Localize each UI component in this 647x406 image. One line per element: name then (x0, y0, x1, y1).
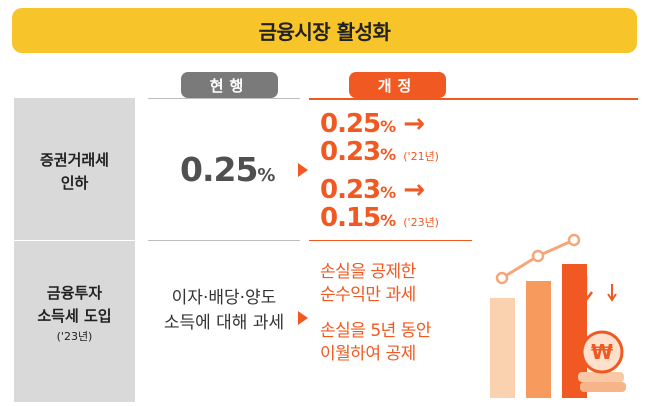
coin-icon (580, 330, 624, 374)
revised-rule-line2: 순수익만 과세 (320, 285, 416, 305)
step1-to-value: 0.23 (320, 137, 381, 167)
revised-rule-line3: 손실을 5년 동안 (320, 321, 431, 341)
header-revised: 개정 (349, 72, 446, 98)
step1-from-value: 0.25 (320, 109, 381, 139)
top-line-current (148, 98, 300, 99)
step2-from-value: 0.23 (320, 175, 381, 205)
row-label-securities-tax: 증권거래세 인하 (14, 149, 135, 195)
currency-symbol: ₩ (591, 340, 613, 364)
row-divider-revised (309, 240, 472, 241)
current-tax-rule: 이자·배당·양도 소득에 대해 과세 (148, 286, 300, 336)
illustration-bar-1 (490, 298, 515, 398)
row-label-investment-tax: 금융투자 소득세 도입 ('23년) (14, 282, 135, 346)
current-tax-rate: 0.25% (180, 150, 275, 189)
header-current: 현행 (181, 72, 278, 98)
row2-label-line2: 소득세 도입 (37, 307, 112, 325)
revised-rule-2: 손실을 5년 동안 이월하여 공제 (320, 320, 431, 366)
step2-to-value: 0.15 (320, 203, 381, 233)
row2-label-year: ('23년) (56, 330, 93, 343)
step1-to-unit: % (380, 145, 396, 164)
step1-year: ('21년) (403, 150, 439, 163)
row-divider-current (148, 240, 300, 241)
revised-step2-from: 0.23% → (320, 175, 425, 205)
current-rule-line1: 이자·배당·양도 (171, 288, 277, 308)
current-rate-value: 0.25 (180, 150, 258, 189)
arrow-right-icon (298, 163, 308, 177)
row-divider-label (14, 240, 135, 241)
step2-from-unit: % (380, 183, 396, 202)
row1-label-line1: 증권거래세 (39, 151, 109, 169)
row-label-column (14, 98, 135, 402)
step2-to-unit: % (380, 211, 396, 230)
revised-column-frame (309, 98, 638, 404)
header-revised-label: 개정 (377, 76, 418, 95)
step1-arrow-icon: → (403, 109, 425, 139)
step2-arrow-icon: → (403, 175, 425, 205)
illustration-bar-2 (526, 281, 551, 398)
current-rule-line2: 소득에 대해 과세 (163, 313, 285, 333)
revised-step1-to: 0.23% ('21년) (320, 137, 439, 167)
page-title: 금융시장 활성화 (258, 20, 391, 44)
row2-label-line1: 금융투자 (46, 284, 103, 302)
revised-rule-line4: 이월하여 공제 (320, 344, 416, 364)
current-rate-unit: % (257, 165, 275, 186)
title-banner: 금융시장 활성화 (12, 8, 637, 53)
revised-step1-from: 0.25% → (320, 109, 425, 139)
row1-label-line2: 인하 (60, 174, 89, 192)
arrow-right-icon-2 (298, 311, 308, 325)
revised-step2-to: 0.15% ('23년) (320, 203, 439, 233)
header-current-label: 현행 (209, 76, 250, 95)
step1-from-unit: % (380, 117, 396, 136)
revised-rule-line1: 손실을 공제한 (320, 262, 416, 282)
rising-bar-chart-with-coin-icon: ₩ (490, 233, 626, 398)
step2-year: ('23년) (403, 216, 439, 229)
revised-rule-1: 손실을 공제한 순수익만 과세 (320, 261, 416, 307)
